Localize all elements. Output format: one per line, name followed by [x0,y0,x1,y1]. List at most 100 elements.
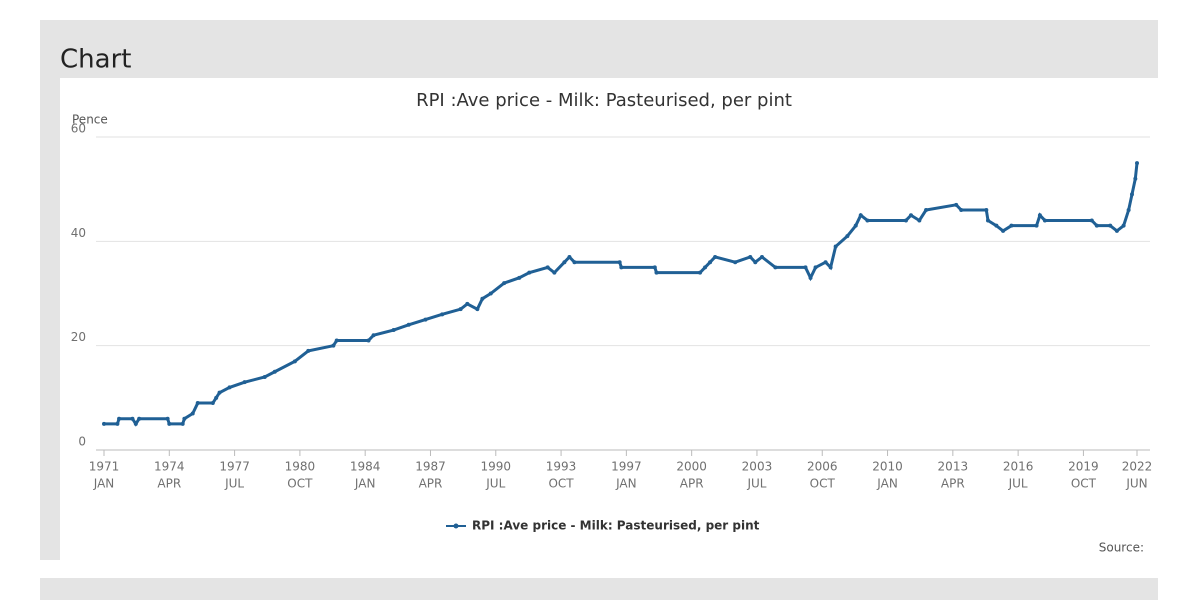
point [334,338,339,343]
point [517,275,522,280]
point [713,254,718,259]
x-tick-label: JAN [354,477,376,491]
x-tick-label: OCT [548,477,574,491]
y-tick-label: 20 [71,330,86,344]
point [545,265,550,270]
point [130,416,135,421]
source: Source: [1099,541,1144,555]
point [165,416,170,421]
x-tick-label: JAN [615,477,637,491]
x-tick-label: 1984 [350,460,381,474]
point [366,338,371,343]
point [823,260,828,265]
point [272,369,277,374]
y-tick-label: 40 [71,226,86,240]
chart-title: RPI :Ave price - Milk: Pasteurised, per … [416,90,792,111]
point [102,421,106,426]
point [306,348,311,353]
point [858,213,863,218]
point [845,234,850,239]
point [180,421,185,426]
point [1037,213,1042,218]
x-tick-label: APR [419,477,443,491]
point [217,390,222,395]
point [1042,218,1047,223]
point [698,270,703,275]
legend-label: RPI :Ave price - Milk: Pasteurised, per … [472,519,760,533]
point [562,260,567,265]
x-tick-label: 1980 [285,460,316,474]
point [117,416,122,421]
chart-panel [60,78,1158,560]
point [458,307,463,312]
x-tick-label: OCT [810,477,836,491]
y-tick-label: 0 [78,435,86,449]
point [292,359,297,364]
point [1089,218,1094,223]
point [985,218,990,223]
x-tick-label: 1974 [154,460,185,474]
point [1094,223,1099,228]
point [480,296,485,301]
point [733,260,738,265]
point [924,208,929,213]
x-tick-label: APR [680,477,704,491]
point [1009,223,1014,228]
point [214,395,219,400]
point [552,270,557,275]
x-tick-label: 2006 [807,460,838,474]
x-tick-label: JUL [1008,477,1028,491]
x-tick-label: JAN [876,477,898,491]
point [808,275,813,280]
point [954,202,959,207]
point [423,317,428,322]
point [908,213,913,218]
point [654,270,659,275]
x-tick-label: 2019 [1068,460,1099,474]
y-axis-label: Pence [72,113,108,127]
point [773,265,778,270]
x-tick-label: 2013 [938,460,969,474]
point [903,218,908,223]
point [994,223,999,228]
x-tick-label: 1990 [480,460,511,474]
point [527,270,532,275]
point [753,260,758,265]
point [1114,228,1119,233]
point [759,254,764,259]
point [1135,161,1139,166]
x-tick-label: 1997 [611,460,642,474]
point [190,411,195,416]
next-panel [40,578,1158,600]
x-tick-label: 2016 [1003,460,1034,474]
point [195,401,200,406]
y-tick-label: 60 [71,122,86,136]
point [853,223,858,228]
x-tick-label: JUL [224,477,244,491]
point [440,312,445,317]
point [182,416,187,421]
point [391,328,396,333]
x-tick-label: 1993 [546,460,577,474]
point [227,385,232,390]
x-tick-label: 2003 [742,460,773,474]
point [1129,192,1134,197]
point [167,421,172,426]
point [959,208,964,213]
point [1034,223,1039,228]
point [917,218,922,223]
point [1126,208,1131,213]
x-tick-label: 1977 [219,460,250,474]
point [617,260,622,265]
x-tick-label: APR [941,477,965,491]
point [1108,223,1113,228]
point [652,265,657,270]
line [104,162,1139,427]
point [703,265,708,270]
point [803,265,808,270]
point [502,281,507,286]
point [748,254,753,259]
point [567,254,572,259]
